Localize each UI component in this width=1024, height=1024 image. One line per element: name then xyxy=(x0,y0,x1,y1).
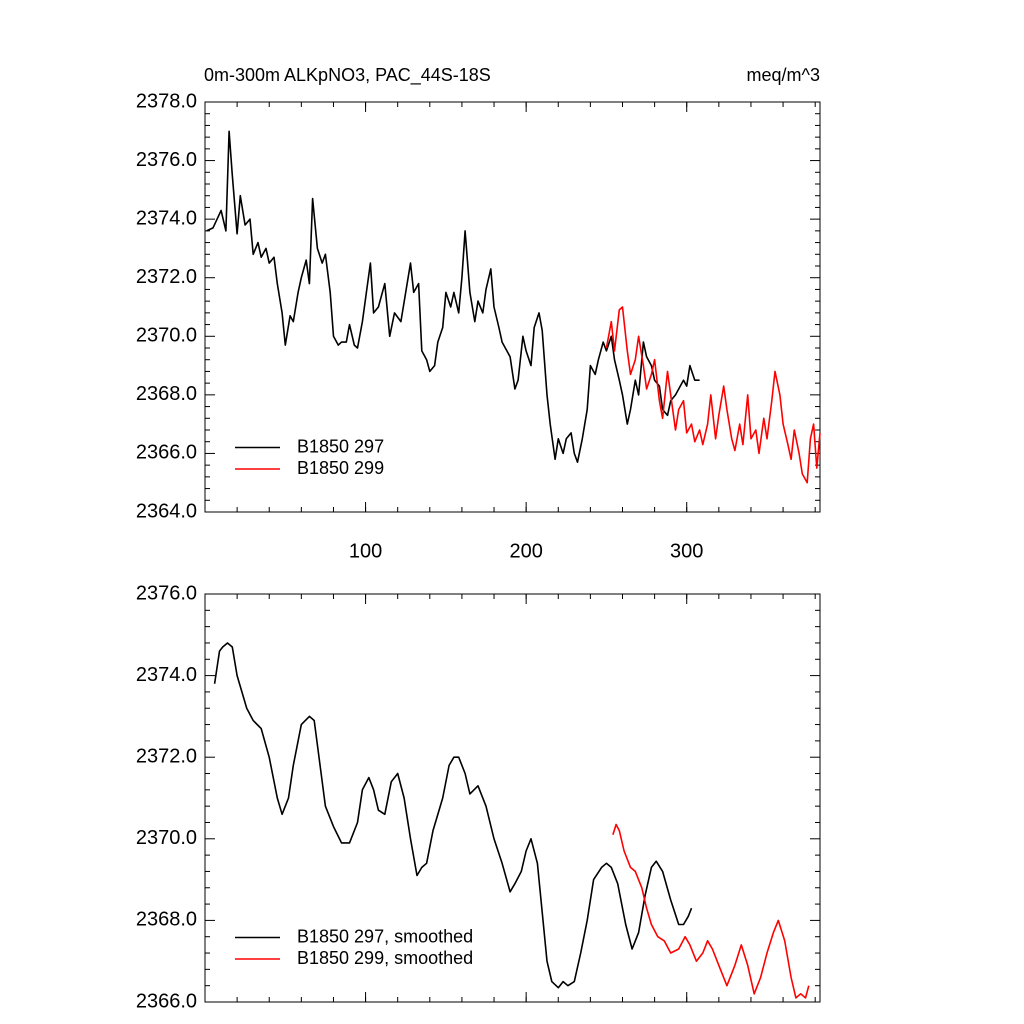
y-tick-label: 2374.0 xyxy=(136,207,197,229)
legend-label: B1850 297 xyxy=(297,436,384,456)
y-tick-label: 2364.0 xyxy=(136,500,197,522)
y-tick-label: 2372.0 xyxy=(136,745,197,767)
chart-title: 0m-300m ALKpNO3, PAC_44S-18S xyxy=(204,65,491,86)
data-line xyxy=(213,642,693,989)
x-tick-label: 200 xyxy=(509,540,542,562)
y-tick-label: 2366.0 xyxy=(136,442,197,464)
y-tick-label: 2378.0 xyxy=(136,90,197,112)
y-tick-label: 2366.0 xyxy=(136,990,197,1012)
legend-label: B1850 297, smoothed xyxy=(297,926,473,946)
y-tick-label: 2370.0 xyxy=(136,827,197,849)
legend-label: B1850 299 xyxy=(297,458,384,478)
x-tick-label: 100 xyxy=(349,540,382,562)
y-tick-label: 2376.0 xyxy=(136,149,197,171)
y-tick-label: 2368.0 xyxy=(136,909,197,931)
y-tick-label: 2370.0 xyxy=(136,325,197,347)
plot-frame xyxy=(204,101,821,513)
y-tick-label: 2376.0 xyxy=(136,582,197,604)
y-tick-label: 2372.0 xyxy=(136,266,197,288)
y-tick-label: 2368.0 xyxy=(136,383,197,405)
data-line xyxy=(605,306,821,484)
y-tick-label: 2374.0 xyxy=(136,664,197,686)
units-label: meq/m^3 xyxy=(747,65,820,85)
legend-label: B1850 299, smoothed xyxy=(297,948,473,968)
x-tick-label: 300 xyxy=(670,540,703,562)
data-line xyxy=(206,130,700,463)
data-line xyxy=(612,823,810,999)
plot-frame xyxy=(204,593,821,1003)
